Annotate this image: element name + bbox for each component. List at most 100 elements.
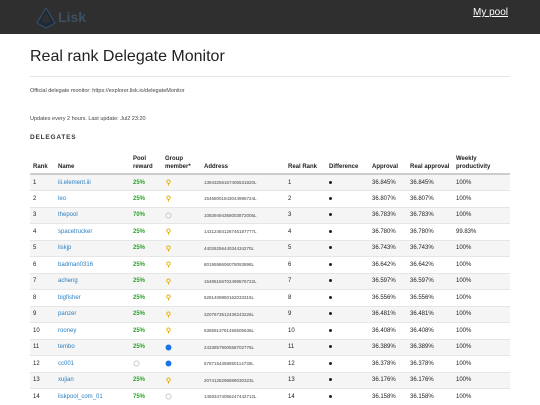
delegate-name-link[interactable]: rooney [55, 322, 130, 340]
col-address-header[interactable]: Address [201, 148, 285, 175]
pool-reward-cell: 70% [130, 207, 162, 224]
pin-gold-icon [165, 377, 172, 384]
pin-gold-icon [165, 261, 172, 268]
approval-cell: 36.389% [369, 339, 407, 356]
delegate-name-link[interactable]: acheng [55, 273, 130, 290]
real-rank-cell: 2 [285, 190, 326, 208]
col-group-member-header[interactable]: Group member* [162, 148, 201, 175]
title-divider [30, 76, 510, 77]
col-weekly-productivity-header[interactable]: Weekly productivity [453, 148, 510, 175]
col-real-rank-header[interactable]: Real Rank [285, 148, 326, 175]
group-member-cell [162, 190, 201, 208]
rank-cell: 12 [30, 355, 55, 373]
logo-text: Lisk [58, 9, 87, 25]
rank-cell: 8 [30, 289, 55, 307]
group-member-cell [162, 256, 201, 274]
real-approval-cell: 36.807% [407, 190, 453, 208]
delegate-name-link[interactable]: thepool [55, 207, 130, 224]
pin-gold-icon [165, 278, 172, 285]
pool-reward-cell: 25% [130, 322, 162, 340]
my-pool-link[interactable]: My pool [472, 7, 508, 18]
dot-icon [329, 246, 332, 250]
col-name-header[interactable]: Name [55, 148, 130, 175]
delegate-name-link[interactable]: tembo [55, 339, 130, 356]
col-difference-header[interactable]: Difference [326, 148, 369, 175]
difference-cell [326, 174, 369, 191]
rank-cell: 2 [30, 190, 55, 208]
rank-cell: 5 [30, 240, 55, 257]
approval-cell: 36.176% [369, 372, 407, 389]
table-row: 2 leo 25% 15458001843044995724L 2 36.807% 36.8… [30, 190, 510, 208]
delegate-name-link[interactable]: cc001 [55, 355, 130, 373]
circle-blue-icon [165, 360, 172, 367]
difference-cell [326, 256, 369, 274]
col-pool-reward-header[interactable]: Pool reward [130, 148, 162, 175]
approval-cell: 36.158% [369, 388, 407, 405]
rank-cell: 10 [30, 322, 55, 340]
col-real-approval-header[interactable]: Real approval [407, 148, 453, 175]
group-member-cell [162, 223, 201, 241]
circle-empty-icon [133, 360, 140, 367]
real-approval-cell: 36.176% [407, 372, 453, 389]
real-approval-cell: 36.743% [407, 240, 453, 257]
rank-cell: 6 [30, 256, 55, 274]
top-navbar: Lisk My pool [0, 0, 540, 34]
pool-reward-cell: 75% [130, 388, 162, 405]
table-row: 9 panzer 25% 3207673512436243226L 9 36.481% 36… [30, 306, 510, 323]
difference-cell [326, 306, 369, 323]
pin-gold-icon [165, 245, 172, 252]
rank-cell: 9 [30, 306, 55, 323]
delegate-name-link[interactable]: panzer [55, 306, 130, 323]
delegate-name-link[interactable]: xujian [55, 372, 130, 389]
approval-cell: 36.845% [369, 174, 407, 191]
approval-cell: 36.378% [369, 355, 407, 373]
table-row: 8 bigfisher 25% 6281409850162033315L 8 36.556… [30, 289, 510, 307]
delegate-name-link[interactable]: liskpool_com_01 [55, 388, 130, 405]
real-approval-cell: 36.642% [407, 256, 453, 274]
delegate-name-link[interactable]: spacetrucker [55, 223, 130, 241]
group-member-cell [162, 174, 201, 191]
difference-cell [326, 273, 369, 290]
address-cell: 14593474056247442712L [201, 388, 285, 405]
address-cell: 15458001843044995724L [201, 190, 285, 208]
real-rank-cell: 10 [285, 322, 326, 340]
approval-cell: 36.408% [369, 322, 407, 340]
group-member-cell [162, 355, 201, 373]
difference-cell [326, 355, 369, 373]
col-rank-header[interactable]: Rank [30, 148, 55, 175]
delegate-name-link[interactable]: badman0316 [55, 256, 130, 274]
approval-cell: 36.780% [369, 223, 407, 241]
pool-reward-cell: 25% [130, 289, 162, 307]
lisk-logo[interactable]: Lisk [36, 7, 86, 29]
real-approval-cell: 36.481% [407, 306, 453, 323]
delegate-name-link[interactable]: iii.element.iii [55, 174, 130, 191]
delegate-name-link[interactable]: leo [55, 190, 130, 208]
table-row: 11 tembo 25% 2433857900558702776L 11 36.389% 3… [30, 339, 510, 356]
difference-cell [326, 339, 369, 356]
real-approval-cell: 36.780% [407, 223, 453, 241]
approval-cell: 36.481% [369, 306, 407, 323]
pin-gold-icon [165, 195, 172, 202]
address-cell: 14212484126746187777L [201, 223, 285, 241]
address-cell: 6281409850162033315L [201, 289, 285, 307]
difference-cell [326, 207, 369, 224]
delegate-name-link[interactable]: bigfisher [55, 289, 130, 307]
approval-cell: 36.642% [369, 256, 407, 274]
col-approval-header[interactable]: Approval [369, 148, 407, 175]
table-row: 5 liskjp 25% 4402625644034434270L 5 36.743% 36… [30, 240, 510, 257]
real-rank-cell: 12 [285, 355, 326, 373]
group-member-cell [162, 273, 201, 290]
real-approval-cell: 36.389% [407, 339, 453, 356]
real-rank-cell: 3 [285, 207, 326, 224]
table-header-row: Rank Name Pool reward Group member* Addr… [30, 148, 510, 175]
difference-cell [326, 240, 369, 257]
delegate-name-link[interactable]: liskjp [55, 240, 130, 257]
table-row: 3 thepool 70% 10839494368003872005L 3 36.783%… [30, 207, 510, 224]
rank-cell: 1 [30, 174, 55, 191]
group-member-cell [162, 289, 201, 307]
pool-reward-cell: 25% [130, 306, 162, 323]
group-member-cell [162, 306, 201, 323]
address-cell: 8019598606078093898L [201, 256, 285, 274]
weekly-productivity-cell: 100% [453, 372, 510, 389]
pool-reward-cell: 25% [130, 190, 162, 208]
